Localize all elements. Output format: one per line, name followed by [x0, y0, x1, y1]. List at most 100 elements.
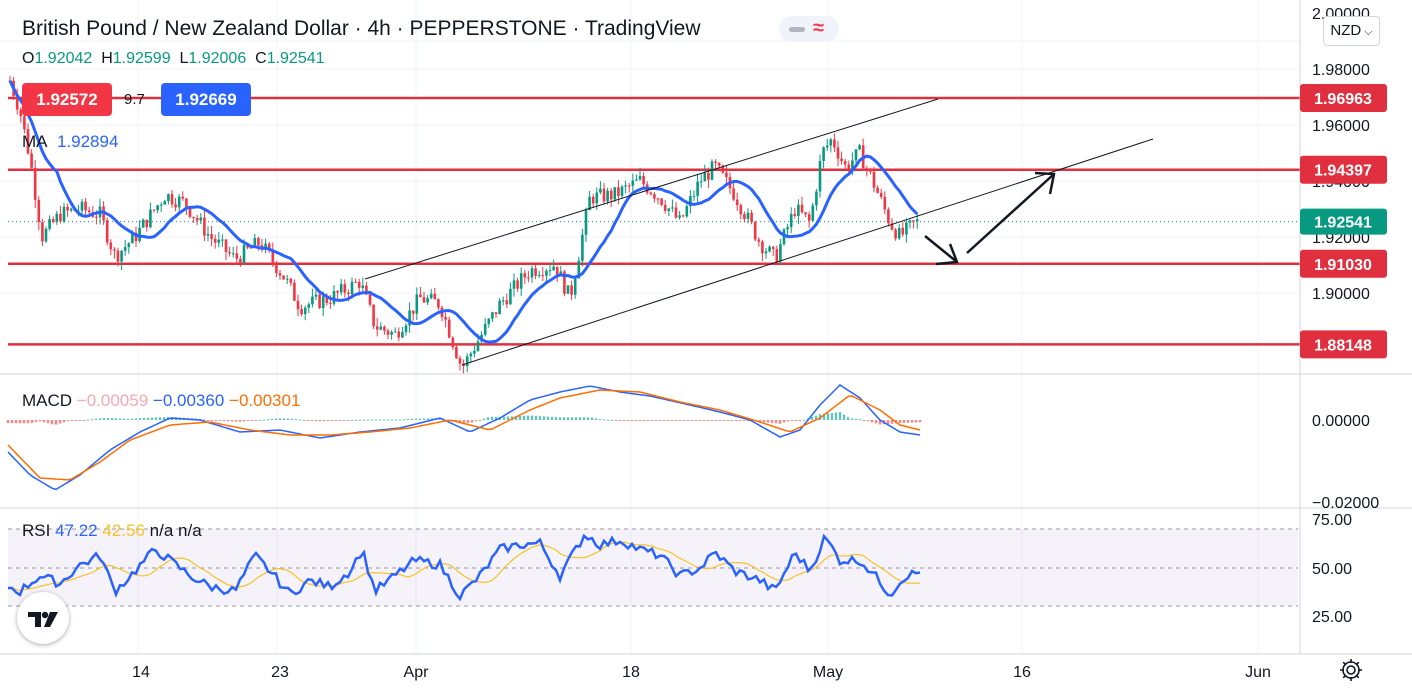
candle-body [145, 219, 149, 228]
macd-histogram-bar [546, 416, 550, 420]
candle-body [199, 217, 203, 221]
candle-body [786, 227, 789, 230]
tradingview-logo-icon[interactable] [17, 592, 69, 644]
macd-histogram-bar [86, 419, 90, 421]
macd-axis-tick: 0.00000 [1312, 413, 1370, 430]
high-key: H [101, 50, 113, 67]
candle-body [239, 258, 242, 263]
rsi-legend[interactable]: RSI 47.22 42.56 n/a n/a [22, 521, 202, 541]
market-status-badge[interactable]: ≈ [779, 16, 839, 42]
candle-body [339, 284, 343, 293]
macd-histogram-bar [530, 415, 534, 420]
macd-axis[interactable]: 0.00000 −0.02000 [1312, 413, 1379, 512]
ma-legend[interactable]: MA 1.92894 [22, 132, 118, 152]
macd-legend[interactable]: MACD −0.00059 −0.00360 −0.00301 [22, 391, 300, 411]
macd-histogram-bar [266, 419, 270, 421]
macd-histogram-bar [98, 418, 102, 420]
time-axis-tick: Jun [1245, 664, 1271, 681]
candle-body [372, 304, 375, 327]
macd-histogram-bar [306, 420, 310, 421]
candle-body [275, 262, 278, 274]
settings-gear-icon[interactable] [1338, 657, 1364, 683]
macd-histogram-bar [346, 420, 350, 421]
macd-histogram-bar [354, 419, 358, 421]
macd-histogram-bar [470, 420, 474, 423]
macd-histogram-bar [682, 420, 686, 421]
rsi-axis[interactable]: 75.00 50.00 25.00 [1312, 512, 1352, 626]
candle-body [725, 172, 728, 177]
macd-histogram-bar [590, 417, 594, 420]
level-tag-text-4: 1.88148 [1314, 337, 1372, 354]
rsi-line [8, 533, 921, 602]
candle-body [854, 149, 858, 161]
buy-price-button[interactable]: 1.92669 [161, 83, 251, 116]
macd-histogram-bar [510, 416, 514, 420]
macd-histogram-bar [106, 417, 110, 420]
candle-body [321, 296, 325, 309]
candle-body [523, 273, 527, 278]
candle-body [357, 282, 361, 288]
macd-histogram-bar [906, 420, 910, 423]
sell-price-button[interactable]: 1.92572 [22, 83, 112, 116]
macd-histogram-bar [334, 420, 338, 421]
currency-select[interactable]: NZD ⌵ [1323, 16, 1380, 46]
candle-body [379, 326, 383, 330]
candle-body [429, 293, 433, 299]
candle-body [473, 350, 476, 354]
macd-histogram-bar [566, 417, 570, 420]
candle-body [714, 161, 717, 163]
candle-body [159, 204, 163, 206]
candle-body [336, 291, 339, 293]
channel-lower-line[interactable] [461, 138, 1154, 366]
candle-body [689, 196, 692, 207]
macd-histogram-bar [154, 417, 158, 420]
candle-body [170, 194, 174, 205]
candle-body [105, 220, 109, 243]
macd-histogram-bar [658, 420, 662, 421]
candle-body [789, 213, 793, 228]
candle-body [678, 215, 681, 218]
macd-histogram-bar [326, 420, 330, 421]
symbol-title[interactable]: British Pound / New Zealand Dollar · 4h … [22, 17, 701, 40]
candle-body [415, 294, 419, 314]
macd-histogram-bar [274, 418, 278, 420]
macd-histogram-bar [662, 420, 666, 421]
candle-body [739, 205, 743, 215]
candle-body [217, 239, 221, 243]
candle-body [332, 291, 336, 304]
channel-upper-line[interactable] [364, 98, 939, 280]
candle-body [347, 292, 350, 295]
macd-histogram-bar [322, 420, 326, 422]
macd-histogram-bar [766, 420, 770, 423]
candle-body [581, 234, 584, 261]
macd-histogram-bar [850, 418, 854, 420]
candle-body [325, 296, 329, 303]
candle-body [329, 302, 332, 304]
candle-body [534, 268, 537, 276]
macd-histogram-bar [842, 414, 846, 420]
candle-body [807, 214, 811, 221]
candle-body [595, 192, 599, 204]
candle-body [627, 185, 631, 187]
horizontal-levels[interactable] [8, 96, 1300, 346]
candle-body [851, 160, 854, 169]
candle-body [141, 219, 145, 228]
macd-histogram-bar [134, 418, 138, 420]
candle-body [80, 201, 84, 211]
candle-body [62, 206, 66, 222]
forecast-arrows[interactable] [924, 171, 1056, 266]
candle-body [858, 145, 861, 150]
candle-body [656, 198, 660, 200]
time-axis[interactable]: 14 23 Apr 18 May 16 Jun [132, 664, 1271, 681]
candle-body [221, 239, 224, 241]
macd-histogram-bar [874, 420, 878, 424]
macd-histogram-bar [638, 420, 642, 422]
ma-label: MA [22, 132, 48, 151]
level-price-tags: 1.96963 1.94397 1.91030 1.88148 1.92541 [1300, 83, 1387, 359]
macd-histogram-bar [898, 420, 902, 424]
macd-histogram-bar [258, 419, 262, 421]
candle-body [674, 207, 678, 218]
macd-histogram-bar [62, 420, 66, 423]
candle-body [775, 249, 779, 262]
